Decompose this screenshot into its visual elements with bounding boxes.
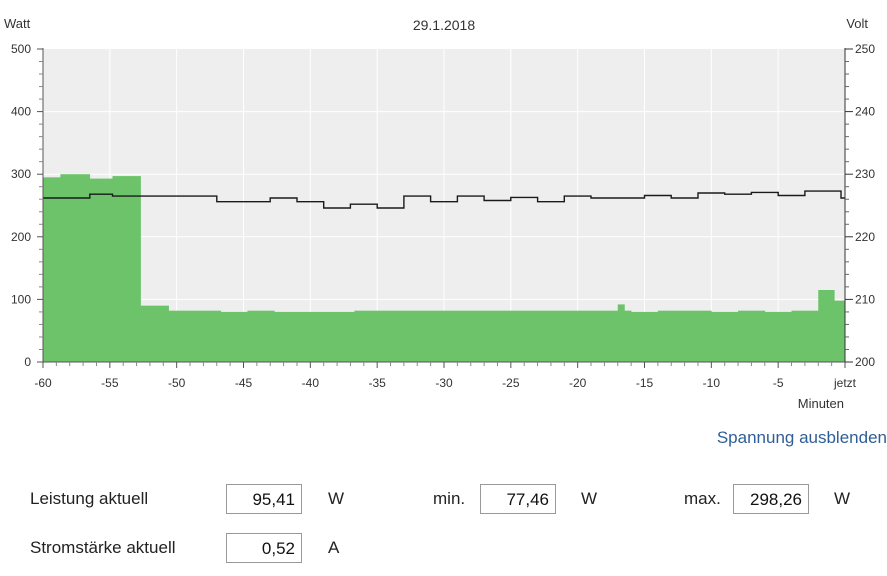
y-right-tick-label: 220 (855, 230, 875, 244)
power-unit: W (328, 489, 345, 508)
x-tick-label: -45 (235, 376, 253, 390)
power-bar (791, 310, 819, 362)
x-tick-label: jetzt (833, 376, 857, 390)
y-right-tick-label: 250 (855, 42, 875, 56)
min-label: min. (433, 489, 466, 508)
power-bar (738, 310, 766, 362)
x-tick-label: -60 (34, 376, 52, 390)
x-tick-label: -25 (502, 376, 520, 390)
max-value-field: 298,26 (733, 484, 809, 514)
y-left-tick-label: 500 (11, 42, 31, 56)
x-tick-label: -5 (773, 376, 784, 390)
power-bar (834, 300, 846, 362)
current-unit: A (328, 538, 340, 557)
max-unit: W (834, 489, 851, 508)
power-voltage-chart: Watt Volt 29.1.2018 -60 -55 -50 -45 -40 -35 -3… (4, 16, 875, 411)
voltage-line (43, 190, 845, 209)
x-tick-label: -40 (302, 376, 320, 390)
min-unit: W (581, 489, 598, 508)
power-bars (43, 174, 846, 362)
y-right-tick-label: 230 (855, 167, 875, 181)
power-bar (220, 311, 248, 362)
grid-lines (43, 49, 845, 362)
y-right-tick-label: 240 (855, 105, 875, 119)
power-bar (247, 310, 275, 362)
power-bar (624, 310, 632, 362)
x-axis-unit: Minuten (798, 396, 844, 411)
y-left-tick-label: 0 (24, 355, 31, 369)
power-bar (274, 311, 355, 362)
power-bar (168, 310, 222, 362)
left-axis-title: Watt (4, 16, 31, 31)
y-right-tick-label: 200 (855, 355, 875, 369)
x-tick-label: -15 (636, 376, 654, 390)
power-value-field: 95,41 (226, 484, 302, 514)
current-value-field: 0,52 (226, 533, 302, 563)
x-tick-label: -30 (435, 376, 453, 390)
x-tick-labels: -60 -55 -50 -45 -40 -35 -30 -25 -20 -15 -10 -5 jetzt (34, 362, 857, 390)
y-left-tick-label: 200 (11, 230, 31, 244)
power-bar (617, 304, 625, 362)
toggle-voltage-link[interactable]: Spannung ausblenden (716, 428, 887, 447)
power-label: Leistung aktuell (30, 489, 149, 508)
power-bar (140, 305, 169, 362)
x-tick-label: -20 (569, 376, 587, 390)
x-tick-label: -55 (101, 376, 119, 390)
y-right-tick-label: 210 (855, 292, 875, 306)
max-label: max. (684, 489, 721, 508)
power-bar (818, 290, 835, 362)
power-bar (60, 174, 91, 362)
power-bar (354, 310, 619, 362)
y-right-tick-labels: 200 210 220 230 240 250 (845, 42, 875, 369)
y-left-tick-labels: 0 100 200 300 400 500 (11, 42, 43, 369)
power-bar (89, 178, 113, 362)
y-left-tick-label: 400 (11, 105, 31, 119)
y-left-tick-label: 100 (11, 292, 31, 306)
current-label: Stromstärke aktuell (30, 538, 176, 557)
stats-panel: Leistung aktuell 95,41 W min. 77,46 W ma… (0, 476, 887, 576)
chart-date: 29.1.2018 (413, 17, 475, 33)
y-left-tick-label: 300 (11, 167, 31, 181)
right-axis-title: Volt (846, 16, 868, 31)
power-bar (43, 177, 61, 362)
x-tick-label: -35 (368, 376, 386, 390)
power-bar (764, 311, 792, 362)
min-value-field: 77,46 (480, 484, 556, 514)
power-bar (631, 311, 659, 362)
x-tick-label: -50 (168, 376, 186, 390)
x-tick-label: -10 (703, 376, 721, 390)
power-bar (657, 310, 712, 362)
power-bar (711, 311, 739, 362)
power-bar (112, 176, 141, 362)
